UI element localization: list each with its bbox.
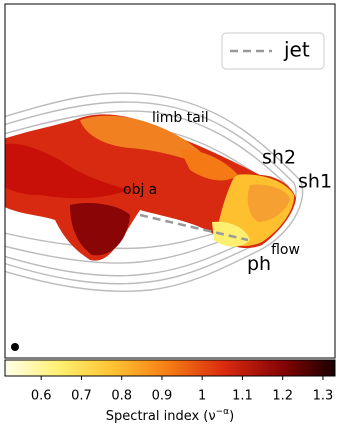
colorbar-tick-label: 1.2 (272, 389, 293, 404)
annotation-text: ph (247, 253, 271, 275)
beam (11, 343, 19, 351)
colorbar-tick-label: 0.8 (111, 389, 132, 404)
colorbar-label-sup: −α (216, 407, 230, 417)
legend: jet (221, 32, 325, 70)
map (5, 92, 304, 351)
map-frame (4, 3, 336, 359)
legend-box (221, 32, 325, 70)
colorbar-tick-label: 0.9 (152, 389, 173, 404)
colorbar-tick-label: 1 (198, 389, 206, 404)
spectral-map (5, 114, 296, 261)
colorbar-label: Spectral index (ν−α) (106, 407, 234, 424)
annotation: obj a (123, 182, 157, 198)
colorbar-tick-label: 0.7 (71, 389, 92, 404)
annotation: sh1 (298, 171, 332, 193)
colorbar-label-text: Spectral index (ν (106, 409, 216, 424)
colorbar-tick-label: 1.1 (232, 389, 253, 404)
colorbar: 0.6 0.7 0.8 0.9 1 1.1 1.2 1.3 (4, 359, 336, 404)
annotation-sup: flow (271, 242, 300, 258)
colorbar-tick-label: 0.6 (31, 389, 52, 404)
annotation: sh2 (262, 147, 296, 169)
legend-label: jet (283, 38, 310, 62)
colorbar-label-end: ) (229, 409, 234, 424)
annotation: limb tail (152, 110, 209, 126)
jet-line (139, 213, 249, 242)
colorbar-body (4, 359, 336, 377)
colorbar-tick-label: 1.3 (313, 389, 334, 404)
annotation: phflow (247, 242, 300, 275)
